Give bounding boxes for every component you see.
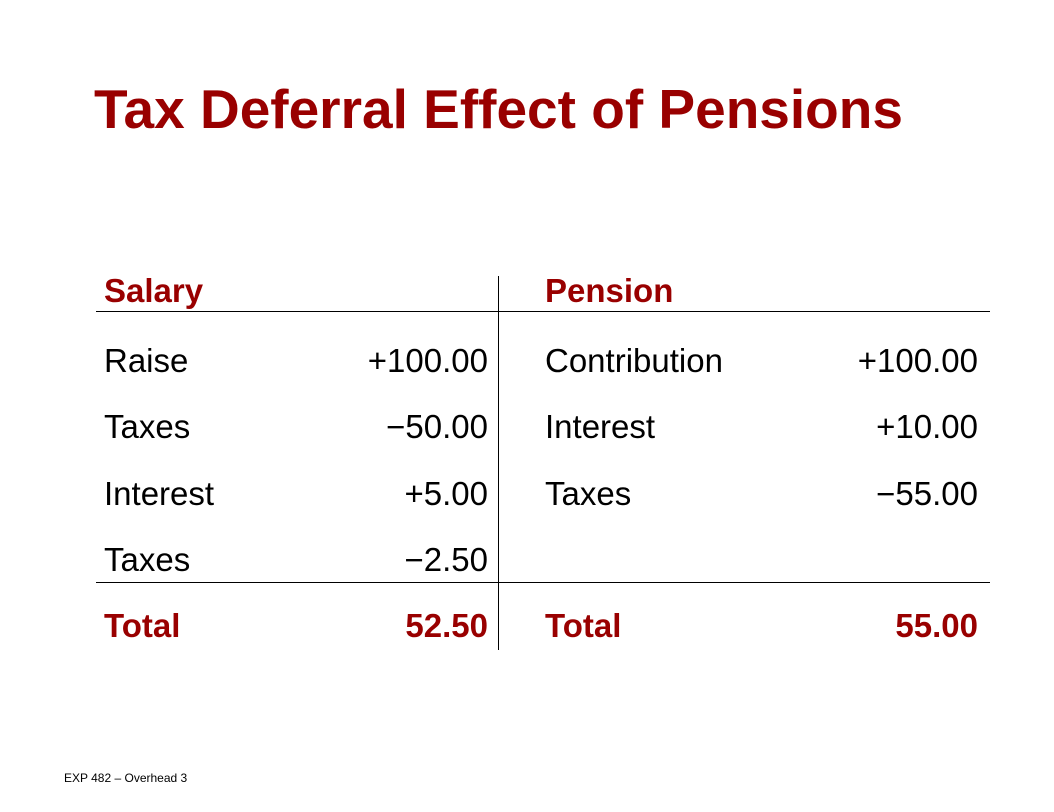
pension-total-label: Total (545, 607, 622, 644)
salary-row-value: −50.00 (386, 408, 488, 445)
salary-header: Salary (104, 272, 204, 309)
pension-header: Pension (545, 272, 674, 309)
salary-row-label: Taxes (104, 541, 191, 578)
pension-row-value: +100.00 (857, 342, 978, 379)
pension-row-value: −55.00 (876, 475, 978, 512)
salary-row-value: −2.50 (404, 541, 489, 578)
salary-row-value: +100.00 (367, 342, 488, 379)
total-divider (96, 582, 990, 583)
pension-row-value: +10.00 (876, 408, 978, 445)
salary-row-label: Interest (104, 475, 215, 512)
salary-total-label: Total (104, 607, 181, 644)
salary-row-label: Raise (104, 342, 189, 379)
page-title: Tax Deferral Effect of Pensions (94, 78, 903, 140)
footer-text: EXP 482 – Overhead 3 (64, 771, 188, 785)
salary-row-label: Taxes (104, 408, 191, 445)
pension-total-value: 55.00 (895, 607, 978, 644)
header-divider (96, 311, 990, 312)
salary-row-value: +5.00 (404, 475, 489, 512)
pension-row-label: Contribution (545, 342, 723, 379)
pension-row-label: Taxes (545, 475, 632, 512)
pension-row-label: Interest (545, 408, 656, 445)
salary-total-value: 52.50 (405, 607, 488, 644)
column-divider (498, 276, 499, 650)
